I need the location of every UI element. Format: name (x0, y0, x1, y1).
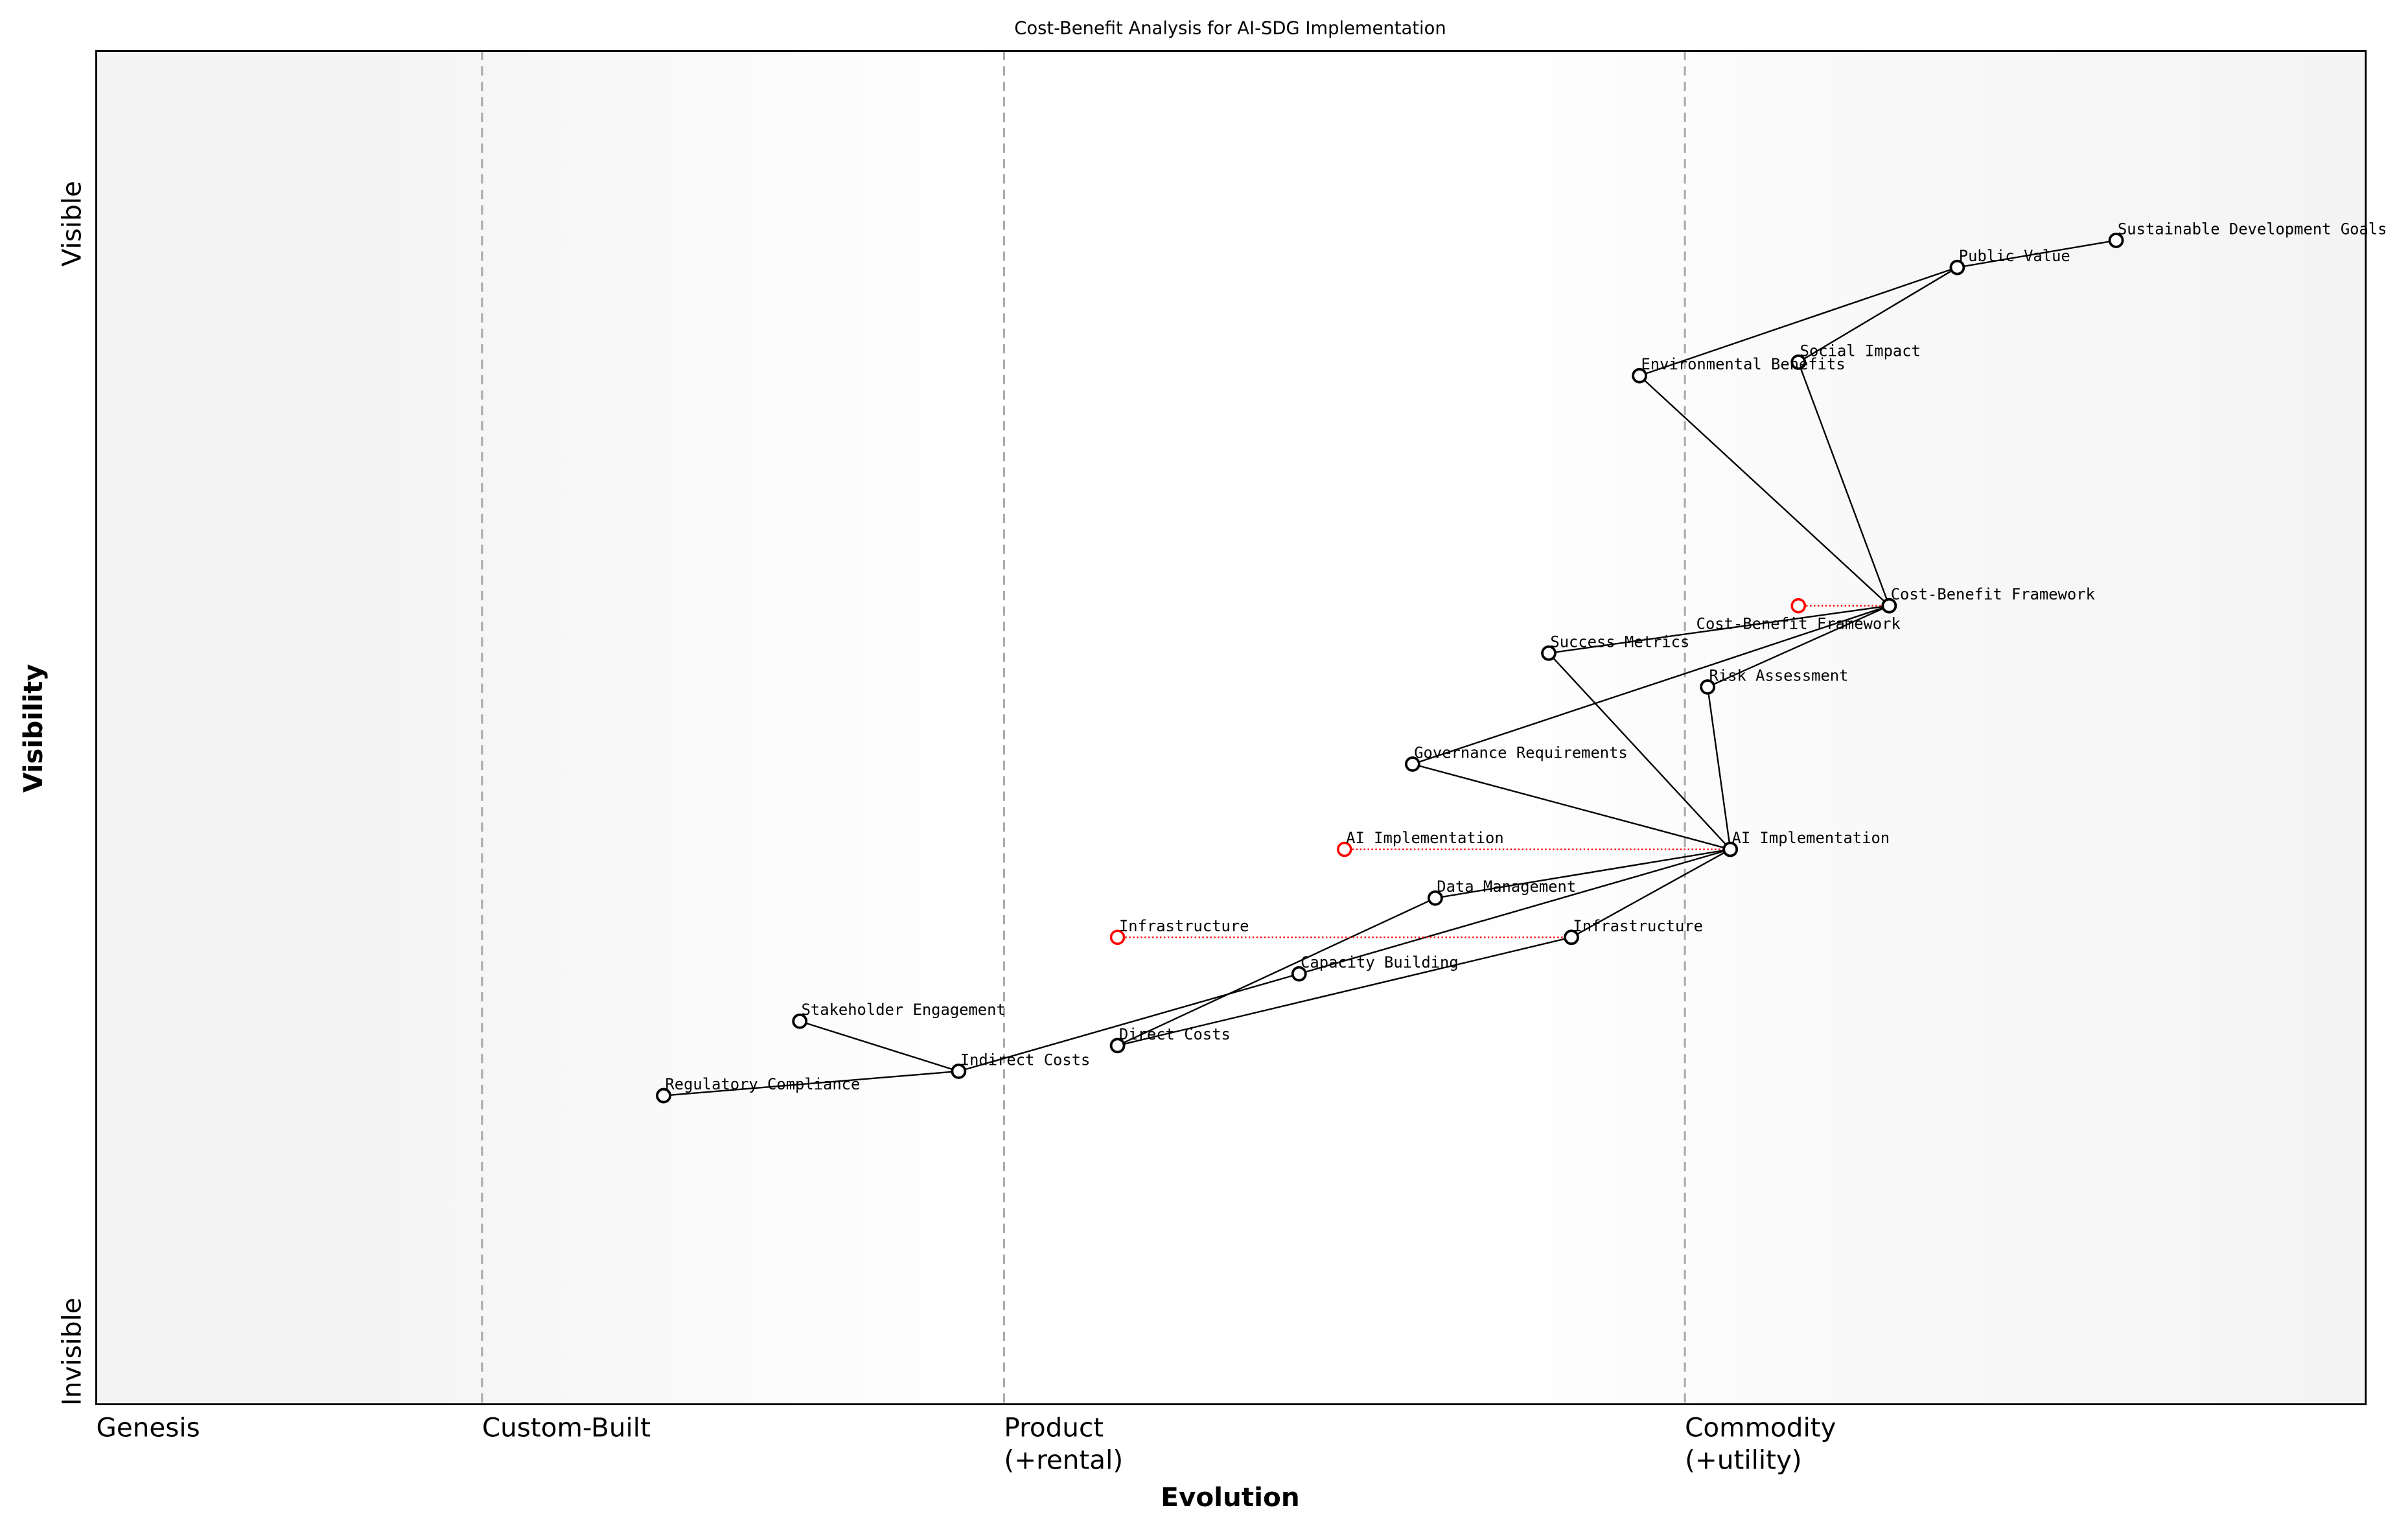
component-node (951, 1064, 967, 1079)
component-label: Social Impact (1800, 342, 1921, 360)
x-tick-label-line: Commodity (1685, 1412, 1836, 1443)
dependency-edge (1798, 266, 1958, 363)
component-node (1291, 966, 1307, 982)
component-node (1541, 645, 1557, 661)
dependency-edge (1707, 605, 1890, 688)
component-label: Cost-Benefit Framework (1891, 585, 2095, 603)
x-tick-label-line: Product (1004, 1412, 1104, 1443)
dependency-edge (1435, 848, 1731, 899)
dependency-edge (1548, 605, 1890, 654)
plot-frame (95, 50, 2367, 1406)
component-label: Indirect Costs (960, 1051, 1091, 1069)
component-node (1564, 929, 1579, 946)
x-tick-label-line: Custom-Built (482, 1412, 651, 1443)
x-tick-label: Custom-Built (482, 1412, 651, 1443)
component-label: Public Value (1959, 247, 2070, 265)
evolved-from-label: Infrastructure (1119, 917, 1249, 935)
x-tick-label: Genesis (96, 1412, 200, 1443)
dependency-edge (663, 1070, 959, 1097)
dependency-edge (1639, 266, 1958, 377)
dependency-edge (1957, 239, 2116, 268)
y-label-invisible: Invisible (56, 1297, 87, 1406)
dependency-edge (1706, 686, 1731, 850)
evolved-from-node (1109, 929, 1126, 946)
component-node (792, 1013, 808, 1029)
component-label: Infrastructure (1573, 917, 1703, 935)
component-node (656, 1087, 671, 1104)
component-node (1404, 756, 1420, 772)
component-label: Direct Costs (1119, 1025, 1231, 1043)
y-label-visible: Visible (56, 181, 87, 266)
evolved-from-label: AI Implementation (1346, 829, 1504, 847)
component-node (2108, 233, 2124, 248)
dependency-edge (1548, 652, 1731, 850)
component-node (1109, 1038, 1126, 1054)
x-tick-label-line: (+rental) (1004, 1445, 1123, 1476)
dependency-edge (1571, 848, 1731, 938)
component-label: Success Metrics (1550, 633, 1689, 651)
y-axis-label: Visibility (17, 664, 49, 793)
x-axis-label: Evolution (1161, 1482, 1299, 1513)
dependency-edge (1412, 605, 1890, 765)
component-label: Environmental Benefits (1641, 355, 1845, 373)
dependency-edge (1117, 897, 1436, 1047)
dependency-edge (958, 973, 1300, 1073)
component-node (1700, 679, 1716, 695)
component-node (1427, 890, 1443, 906)
component-label: Governance Requirements (1414, 743, 1628, 761)
component-label: Sustainable Development Goals (2118, 220, 2387, 238)
plot-background (96, 51, 2366, 1404)
evolved-from-label: Cost-Benefit Framework (1696, 614, 1901, 633)
dependency-edge (1639, 375, 1890, 607)
x-tick-label: Product (+rental) (1004, 1412, 1123, 1476)
component-node (1722, 841, 1739, 857)
component-node (1790, 354, 1807, 370)
dependency-edge (1798, 362, 1890, 607)
x-tick-label: Commodity (+utility) (1685, 1412, 1836, 1476)
dependency-edge (1117, 936, 1572, 1047)
chart-title: Cost-Benefit Analysis for AI-SDG Impleme… (1014, 18, 1446, 38)
dependency-edge (1412, 763, 1731, 850)
dependency-edge (1299, 848, 1731, 975)
x-tick-label-line: (+utility) (1685, 1445, 1802, 1476)
component-node (1949, 259, 1965, 275)
component-label: Risk Assessment (1709, 666, 1849, 684)
evolved-from-node (1790, 598, 1807, 614)
component-label: Data Management (1437, 878, 1576, 896)
component-label: Stakeholder Engagement (802, 1001, 1006, 1019)
evolved-from-node (1336, 841, 1352, 857)
component-label: Regulatory Compliance (665, 1075, 860, 1093)
component-node (1632, 367, 1648, 384)
component-label: Capacity Building (1301, 953, 1459, 971)
component-node (1881, 598, 1897, 614)
x-tick-label-line: Genesis (96, 1412, 200, 1443)
dependency-edge (799, 1020, 959, 1073)
component-label: AI Implementation (1732, 829, 1890, 847)
